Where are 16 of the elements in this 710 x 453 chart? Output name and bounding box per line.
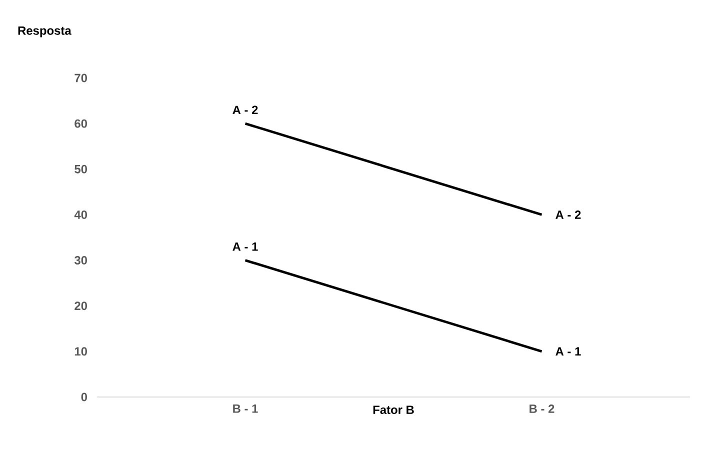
- annotation: A - 1: [232, 242, 258, 251]
- y-tick-label: 40: [74, 210, 87, 219]
- annotation: A - 2: [556, 210, 581, 219]
- y-tick-label: 70: [74, 74, 87, 82]
- y-tick-label: 60: [74, 119, 87, 128]
- y-tick-label: 10: [74, 347, 87, 356]
- annotation: A - 2: [232, 106, 258, 114]
- y-tick-label: 50: [74, 164, 87, 174]
- x-tick-label: B - 2: [530, 404, 554, 413]
- x-axis-title: Fator B: [373, 406, 414, 414]
- annotation: A - 1: [556, 347, 581, 356]
- y-axis-title: Resposta: [18, 26, 72, 38]
- x-tick-label: B - 1: [233, 404, 258, 413]
- y-tick-label: 0: [81, 392, 87, 402]
- y-tick-label: 30: [74, 256, 87, 265]
- y-tick-label: 20: [74, 302, 87, 310]
